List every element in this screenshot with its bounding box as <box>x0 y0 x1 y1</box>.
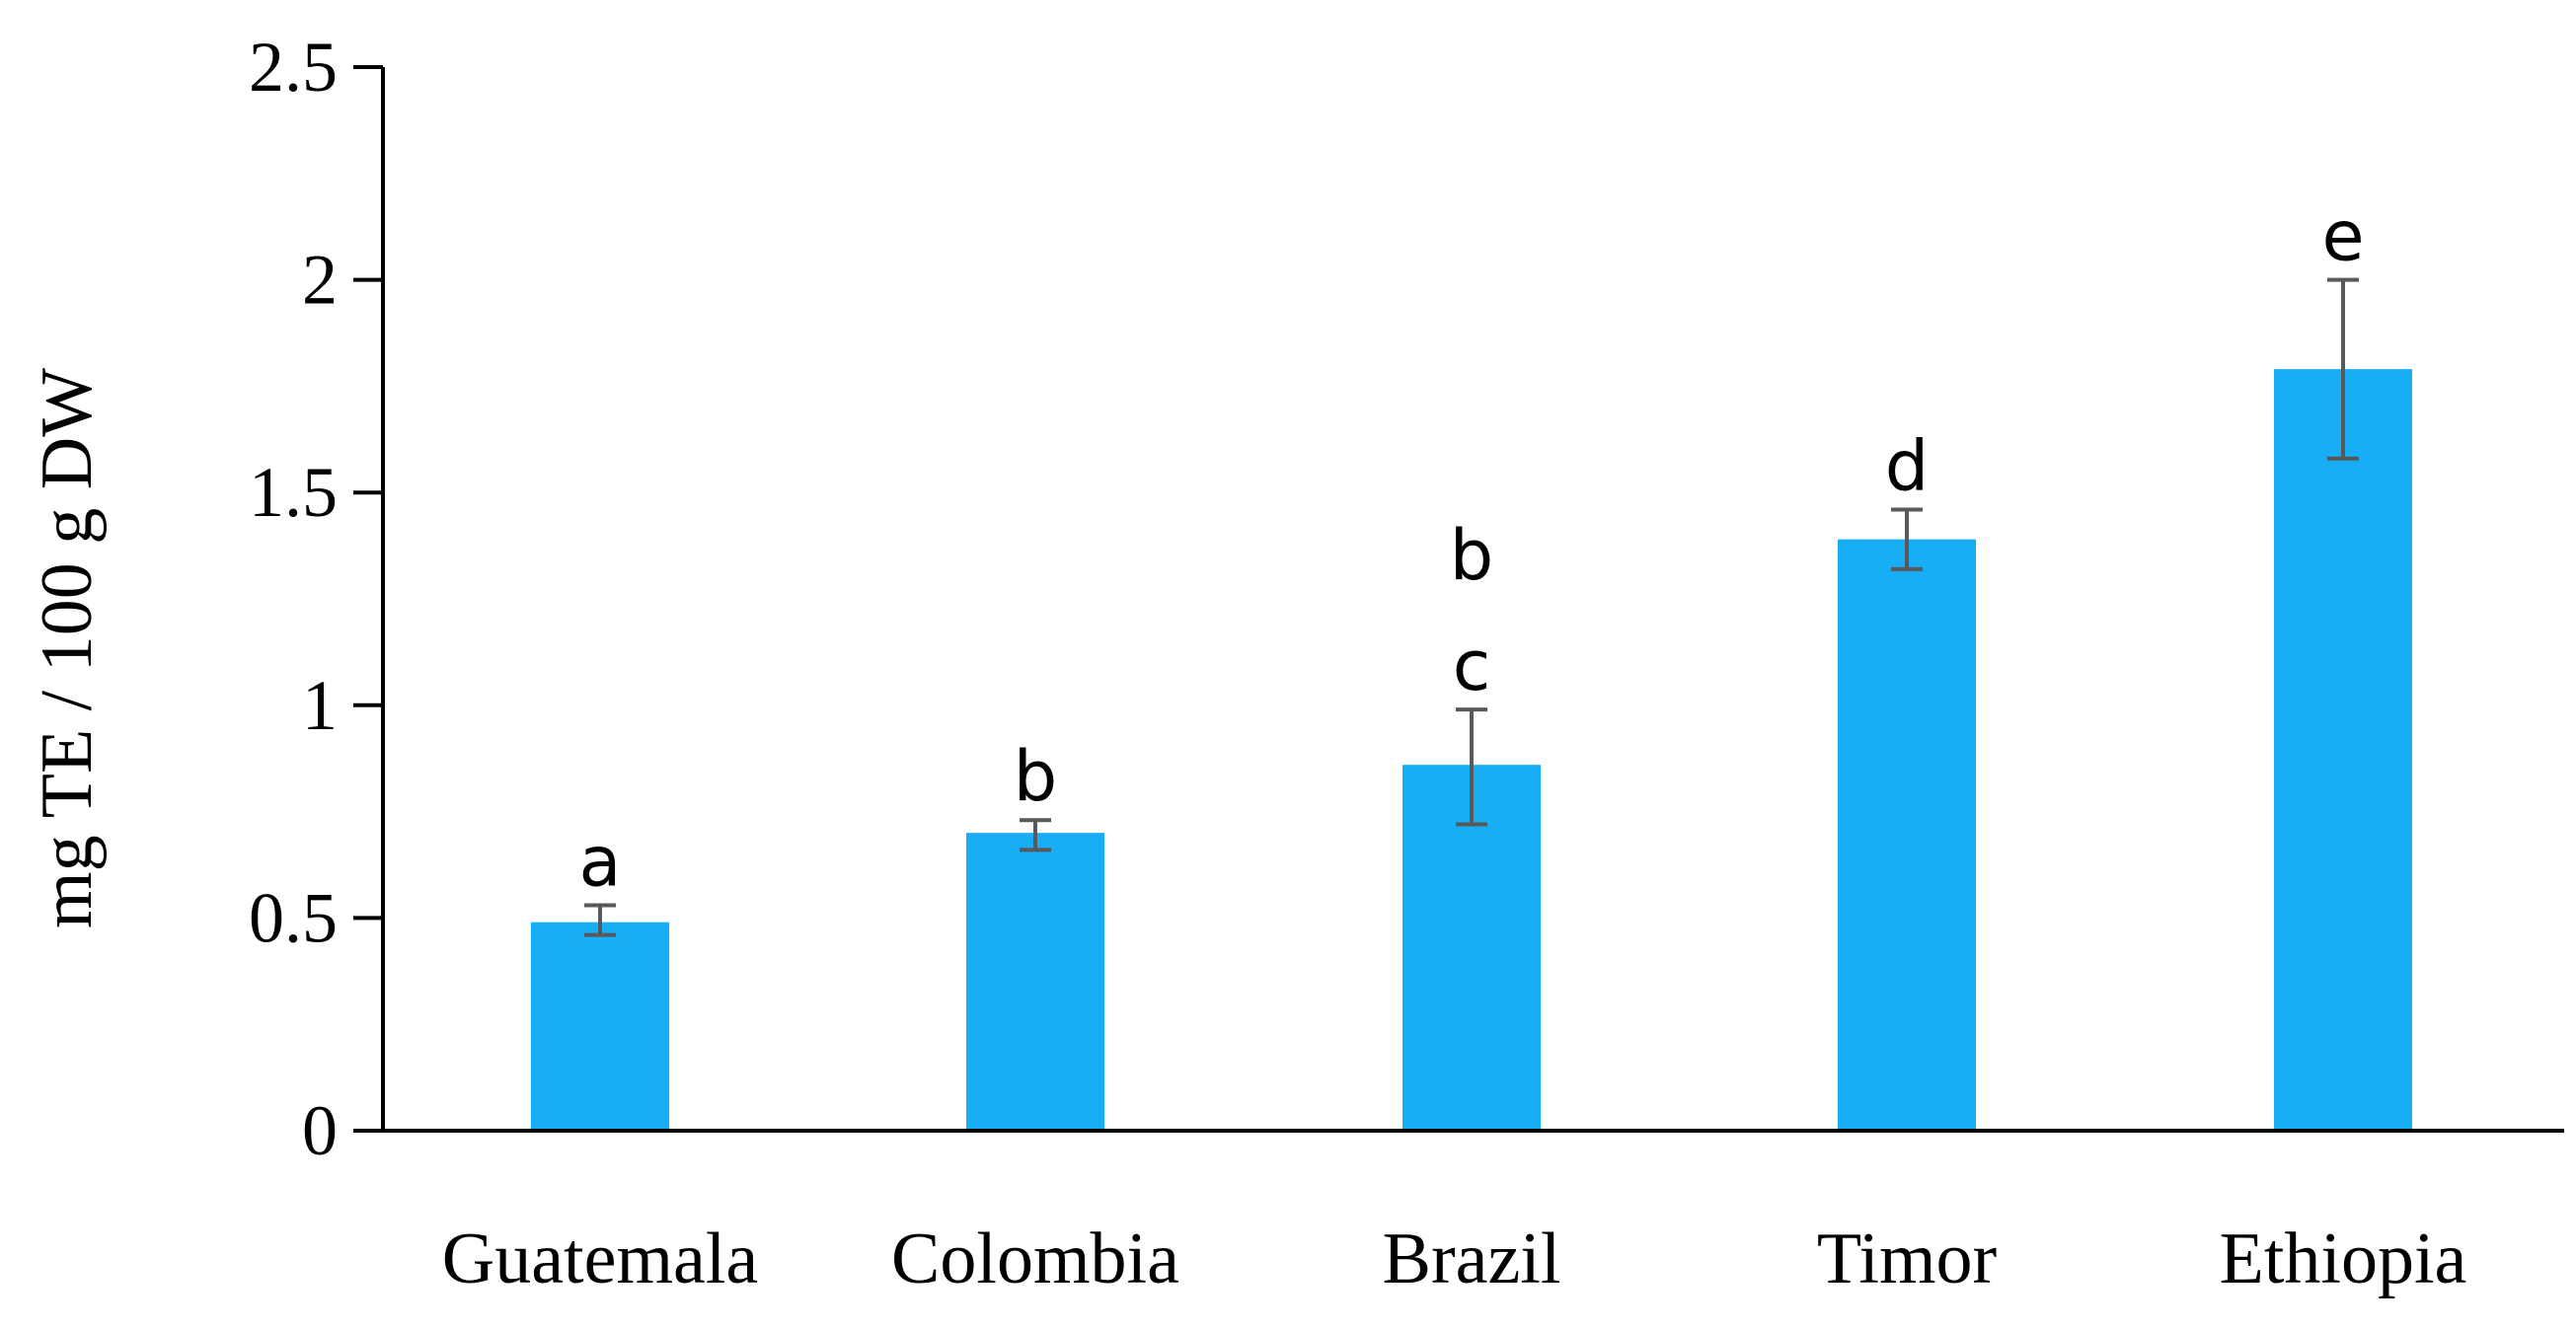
y-tick-label: 0 <box>302 1091 338 1170</box>
x-tick-label: Timor <box>1817 1219 1997 1299</box>
significance-letter: c <box>1453 626 1491 706</box>
y-tick-label: 1.5 <box>249 453 338 532</box>
y-tick-label: 2.5 <box>249 28 338 107</box>
y-axis: 0 0.5 1 1.5 2 2.5 <box>249 28 385 1170</box>
significance-letter: b <box>1450 515 1493 596</box>
y-tick-label: 1 <box>302 666 338 745</box>
y-tick-label: 0.5 <box>249 878 338 957</box>
error-bar-brazil <box>1456 707 1487 827</box>
y-tick-label: 2 <box>302 241 338 320</box>
x-tick-label: Colombia <box>891 1219 1179 1299</box>
bar-guatemala <box>531 922 669 1131</box>
error-bar-ethiopia <box>2327 277 2359 461</box>
bar-ethiopia <box>2274 369 2412 1132</box>
x-tick-label: Guatemala <box>442 1219 759 1299</box>
x-axis: Guatemala Colombia Brazil Timor Ethiopia <box>383 1129 2564 1299</box>
error-bar-timor <box>1891 507 1923 571</box>
significance-letter: e <box>2321 196 2364 277</box>
significance-letter: d <box>1885 425 1929 506</box>
error-bars <box>584 277 2359 937</box>
x-tick-label: Ethiopia <box>2220 1219 2467 1299</box>
bars <box>531 369 2412 1132</box>
bar-colombia <box>966 833 1104 1131</box>
significance-letter: a <box>579 821 622 902</box>
significance-letter: b <box>1014 736 1057 817</box>
bar-timor <box>1838 539 1976 1131</box>
y-axis-label: mg TE / 100 g DW <box>27 368 108 928</box>
error-bar-colombia <box>1020 818 1051 852</box>
error-bar-guatemala <box>584 903 616 937</box>
x-tick-label: Brazil <box>1383 1219 1561 1299</box>
